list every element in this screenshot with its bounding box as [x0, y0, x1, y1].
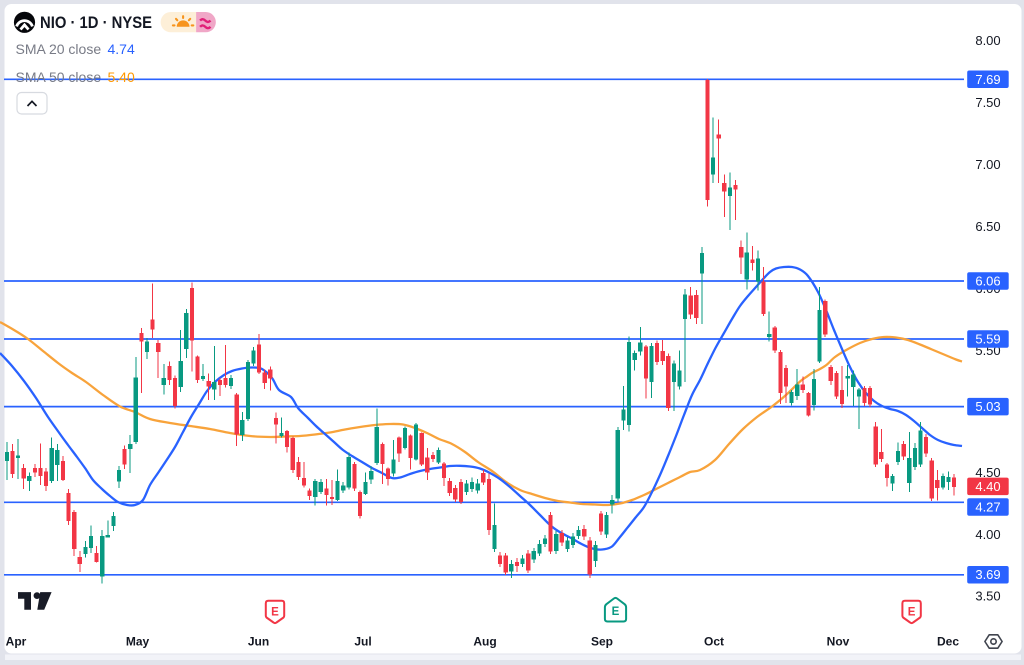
svg-text:E: E: [612, 606, 620, 618]
svg-text:May: May: [126, 635, 150, 649]
svg-text:Sep: Sep: [591, 635, 613, 649]
svg-text:7.50: 7.50: [975, 95, 1000, 110]
svg-text:Jul: Jul: [354, 635, 371, 649]
svg-text:SMA 50 close: SMA 50 close: [16, 69, 102, 85]
svg-text:4.74: 4.74: [108, 41, 135, 57]
svg-text:SMA 20 close: SMA 20 close: [16, 41, 102, 57]
svg-text:Apr: Apr: [6, 635, 27, 649]
svg-text:Oct: Oct: [704, 635, 724, 649]
svg-text:4.27: 4.27: [975, 500, 1000, 515]
svg-text:4.00: 4.00: [975, 527, 1000, 542]
svg-text:8.00: 8.00: [975, 33, 1000, 48]
svg-text:7.00: 7.00: [975, 157, 1000, 172]
svg-text:3.69: 3.69: [975, 567, 1000, 582]
svg-text:5.03: 5.03: [975, 399, 1000, 414]
svg-text:Dec: Dec: [937, 635, 959, 649]
svg-text:E: E: [908, 606, 916, 618]
svg-text:NIO · 1D · NYSE: NIO · 1D · NYSE: [40, 13, 152, 32]
svg-text:5.40: 5.40: [108, 69, 135, 85]
svg-text:E: E: [271, 606, 279, 618]
svg-text:6.50: 6.50: [975, 219, 1000, 234]
svg-text:Nov: Nov: [827, 635, 850, 649]
svg-text:6.06: 6.06: [975, 273, 1000, 288]
svg-text:5.59: 5.59: [975, 331, 1000, 346]
svg-text:7.69: 7.69: [975, 72, 1000, 87]
svg-text:4.50: 4.50: [975, 465, 1000, 480]
svg-text:3.50: 3.50: [975, 589, 1000, 604]
svg-text:4.40: 4.40: [975, 479, 1000, 494]
svg-text:Jun: Jun: [248, 635, 269, 649]
svg-text:Aug: Aug: [473, 635, 496, 649]
